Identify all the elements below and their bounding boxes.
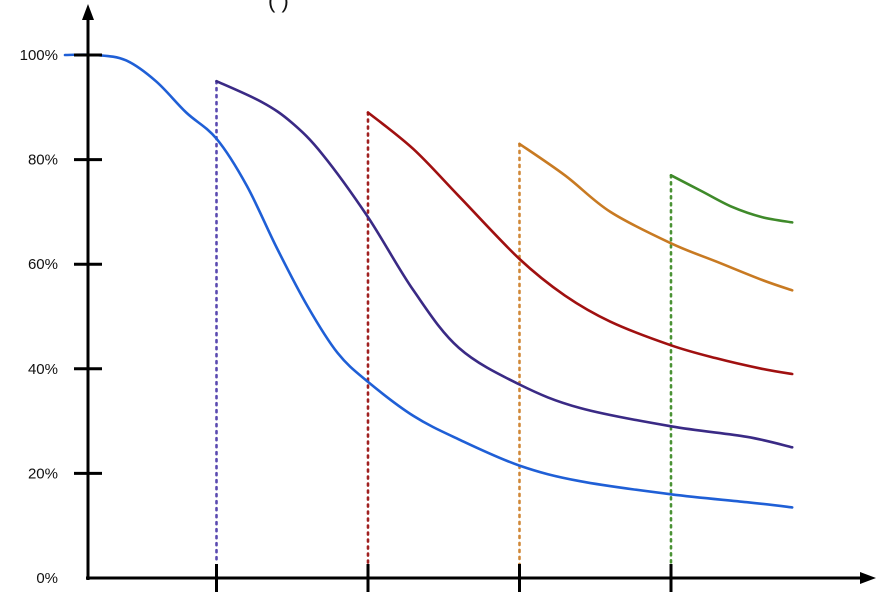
y-tick-label: 20% — [28, 465, 58, 482]
series-line-2 — [215, 79, 794, 449]
series-line-5 — [669, 174, 794, 224]
series-line-3 — [366, 111, 794, 376]
y-tick-label: 100% — [20, 47, 58, 64]
series-line-1 — [63, 53, 794, 509]
y-tick-label: 60% — [28, 256, 58, 273]
axes — [82, 4, 876, 584]
y-tick-label: 80% — [28, 152, 58, 169]
series-line-4 — [518, 142, 794, 292]
y-tick-label: 0% — [36, 570, 58, 587]
marker-lines — [215, 79, 673, 566]
x-ticks — [214, 564, 673, 592]
y-tick-label: 40% — [28, 361, 58, 378]
x-axis-arrow — [860, 572, 876, 584]
chart-title-fragment: ( ) — [268, 0, 289, 13]
y-ticks: 0% 20% 40% 60% 80% 100% — [20, 47, 102, 587]
y-axis-arrow — [82, 4, 94, 20]
series-lines — [63, 53, 794, 509]
